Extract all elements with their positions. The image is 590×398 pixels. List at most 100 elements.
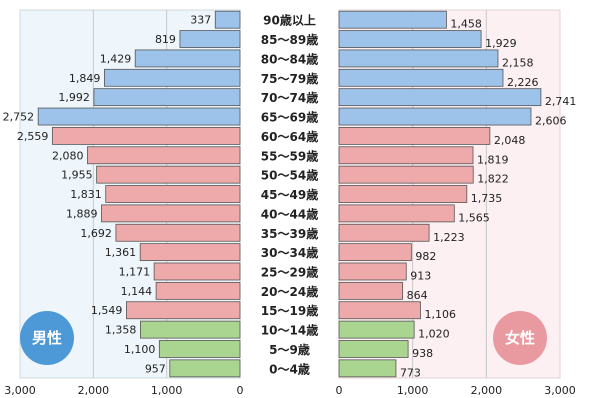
- age-category-label: 75〜79歳: [261, 71, 318, 86]
- x-tick-label: 0: [237, 384, 244, 397]
- male-bar: [140, 320, 241, 339]
- male-value-label: 1,849: [69, 72, 101, 85]
- female-bar: [338, 10, 447, 29]
- male-value-label: 1,171: [119, 265, 151, 278]
- male-value-label: 2,080: [52, 149, 84, 162]
- female-value-label: 2,741: [545, 95, 577, 108]
- female-value-label: 773: [400, 366, 421, 379]
- female-value-label: 2,226: [507, 76, 539, 89]
- male-bar: [105, 185, 241, 203]
- female-value-label: 1,106: [424, 308, 456, 321]
- female-value-label: 1,565: [458, 211, 490, 224]
- male-value-label: 1,100: [124, 343, 156, 356]
- age-category-label: 15〜19歳: [261, 303, 318, 318]
- female-bar: [338, 185, 468, 203]
- male-bar: [126, 301, 241, 320]
- x-tick-label: 3,000: [544, 384, 576, 397]
- age-category-label: 0〜4歳: [269, 361, 310, 376]
- female-badge-label: 女性: [505, 329, 535, 347]
- female-value-label: 1,020: [418, 328, 450, 341]
- male-bar: [153, 262, 241, 281]
- bars: [37, 10, 542, 378]
- female-value-label: 2,048: [494, 134, 526, 147]
- age-category-label: 45〜49歳: [261, 187, 318, 202]
- male-bar: [104, 68, 241, 87]
- female-bar: [338, 340, 409, 358]
- female-value-label: 938: [412, 347, 433, 360]
- female-bar: [338, 49, 499, 68]
- x-tick-label: 2,000: [471, 384, 503, 397]
- age-category-label: 35〜39歳: [261, 226, 318, 241]
- female-value-label: 1,458: [450, 18, 482, 31]
- age-labels: 90歳以上 85〜89歳 80〜84歳 75〜79歳 70〜74歳 65〜69歳 60〜64…: [261, 13, 318, 377]
- age-category-label: 70〜74歳: [261, 90, 318, 105]
- female-badge: 女性: [493, 311, 547, 365]
- male-value-label: 2,752: [3, 111, 35, 124]
- female-bar: [338, 68, 504, 87]
- x-tick-label: 2,000: [78, 384, 110, 397]
- male-bar: [158, 340, 241, 358]
- female-value-label: 1,929: [485, 37, 517, 50]
- age-category-label: 60〜64歳: [261, 129, 318, 144]
- female-value-label: 1,822: [477, 173, 509, 186]
- male-value-label: 1,144: [121, 285, 153, 298]
- age-category-label: 80〜84歳: [261, 51, 318, 66]
- female-value-label: 1,819: [477, 153, 509, 166]
- female-bar: [338, 165, 474, 184]
- female-value-label: 864: [407, 289, 428, 302]
- age-category-label: 65〜69歳: [261, 110, 318, 125]
- male-value-label: 337: [190, 14, 211, 27]
- x-tick-label: 1,000: [151, 384, 183, 397]
- female-value-label: 1,223: [433, 231, 465, 244]
- male-value-label: 1,361: [105, 246, 137, 259]
- male-value-label: 1,692: [80, 227, 112, 240]
- female-bar: [338, 204, 455, 223]
- female-bar: [338, 146, 474, 165]
- age-category-label: 55〜59歳: [261, 148, 318, 163]
- female-value-label: 2,606: [535, 115, 567, 128]
- male-bar: [139, 243, 241, 262]
- male-bar: [51, 127, 241, 145]
- age-category-label: 85〜89歳: [261, 32, 318, 47]
- male-bar: [37, 107, 241, 126]
- male-bar: [115, 223, 241, 242]
- female-value-label: 913: [410, 269, 431, 282]
- male-badge-label: 男性: [32, 329, 62, 347]
- female-bar: [338, 281, 404, 300]
- male-bar: [96, 165, 241, 184]
- male-bar: [93, 88, 241, 107]
- age-category-label: 50〜54歳: [261, 168, 318, 183]
- female-bar: [338, 359, 397, 378]
- male-value-label: 1,992: [58, 91, 90, 104]
- male-value-label: 957: [145, 362, 166, 375]
- male-badge: 男性: [20, 311, 74, 365]
- age-category-label: 5〜9歳: [269, 342, 310, 357]
- x-axis-ticks: 3,000 2,000 1,000 0 0 1,000 2,000 3,000: [4, 384, 576, 397]
- male-bar: [134, 49, 241, 68]
- x-tick-label: 3,000: [4, 384, 36, 397]
- male-value-label: 1,955: [61, 169, 93, 182]
- female-bar: [338, 30, 482, 48]
- female-bar: [338, 243, 412, 262]
- male-value-label: 1,549: [91, 304, 123, 317]
- x-tick-label: 0: [336, 384, 343, 397]
- age-category-label: 20〜24歳: [261, 284, 318, 299]
- female-value-label: 2,158: [502, 56, 534, 69]
- male-bar: [155, 281, 241, 300]
- male-value-label: 1,889: [66, 207, 98, 220]
- male-value-label: 1,831: [70, 188, 102, 201]
- male-value-label: 2,559: [17, 130, 49, 143]
- male-bar: [179, 30, 241, 48]
- male-value-label: 819: [155, 33, 176, 46]
- female-bar: [338, 262, 407, 281]
- male-bar: [101, 204, 241, 223]
- female-bar: [338, 320, 415, 339]
- male-value-label: 1,358: [105, 324, 137, 337]
- female-bar: [338, 127, 491, 145]
- age-category-label: 30〜34歳: [261, 245, 318, 260]
- male-bar: [169, 359, 241, 378]
- female-bar: [338, 107, 532, 126]
- age-category-label: 25〜29歳: [261, 264, 318, 279]
- male-value-label: 1,429: [100, 52, 132, 65]
- female-value-label: 1,735: [471, 192, 503, 205]
